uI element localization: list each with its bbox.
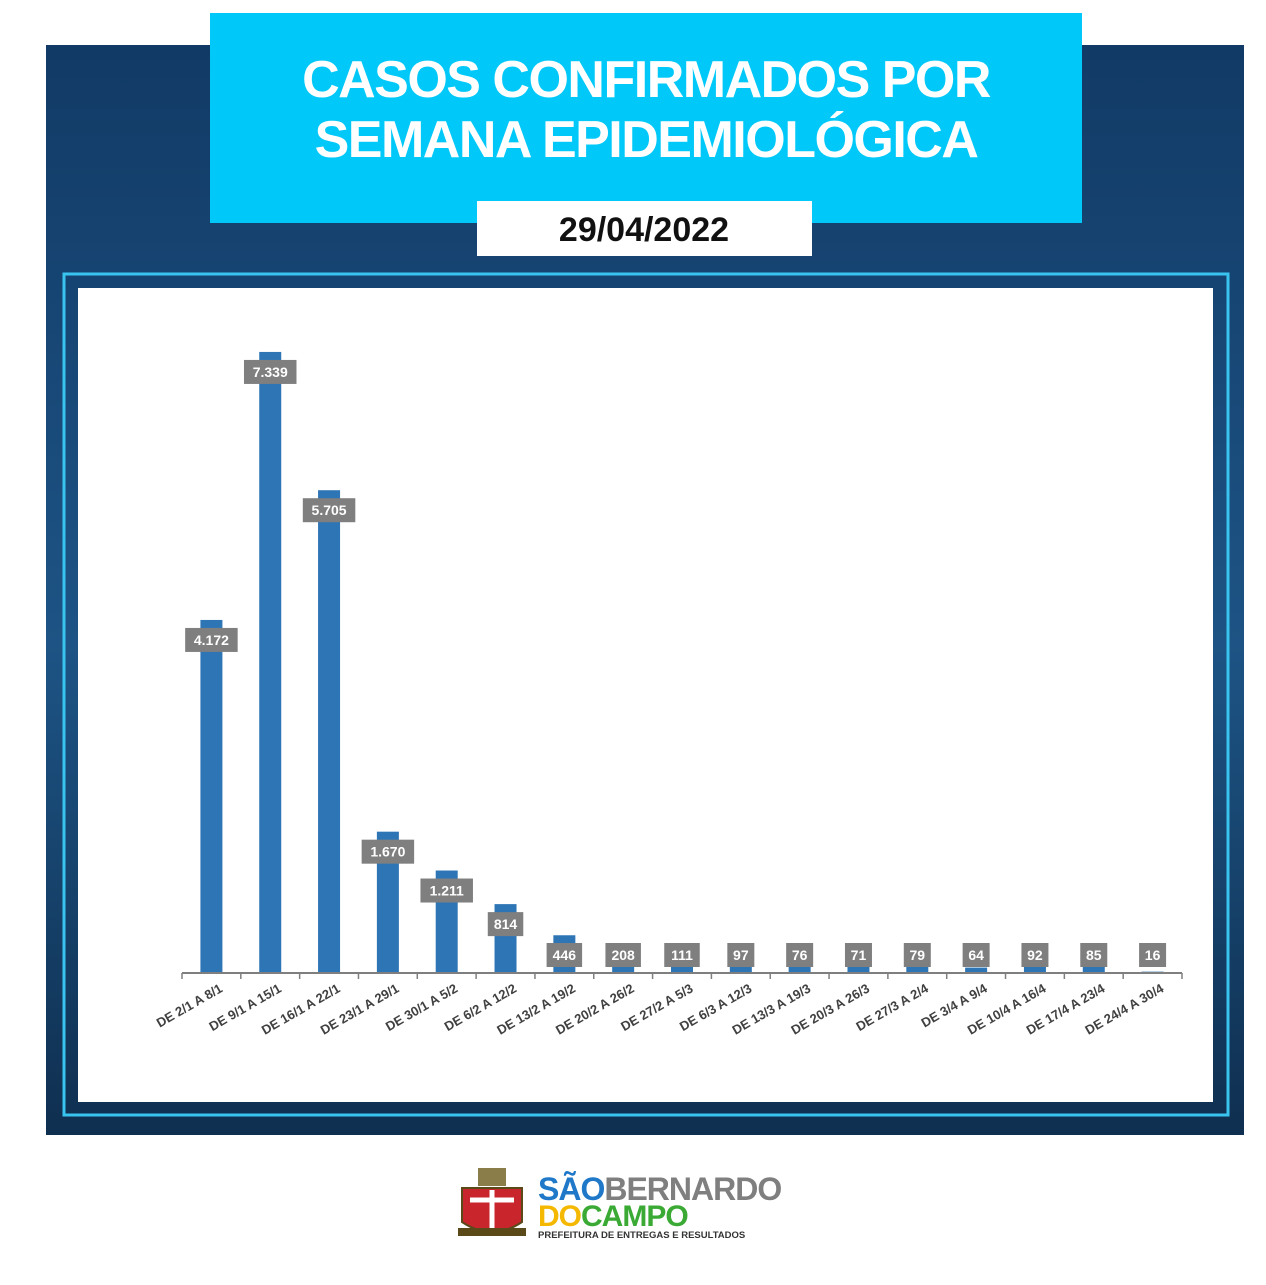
- bar: [1023, 965, 1046, 973]
- bar: [318, 490, 341, 973]
- bar: [671, 963, 693, 973]
- value-label-box: [1080, 943, 1108, 967]
- value-label-box: [487, 912, 524, 937]
- value-label: 814: [494, 916, 518, 932]
- title-box: [210, 13, 1082, 223]
- value-label: 7.339: [253, 364, 288, 380]
- value-label-box: [844, 943, 872, 967]
- bar: [906, 966, 929, 973]
- value-label-box: [962, 943, 990, 967]
- value-label: 71: [851, 947, 867, 963]
- value-label-box: [605, 943, 641, 967]
- value-label: 208: [611, 947, 635, 963]
- value-label: 5.705: [312, 502, 347, 518]
- frame: [62, 272, 1230, 1117]
- date-box: [477, 201, 812, 256]
- value-label-box: [243, 359, 297, 384]
- logo-crown: [478, 1168, 506, 1186]
- value-label: 85: [1086, 947, 1102, 963]
- value-label-box: [1021, 943, 1049, 967]
- logo-text: DOCAMPO: [538, 1200, 688, 1233]
- bar: [1082, 965, 1105, 973]
- logo-ribbon: [458, 1228, 526, 1236]
- value-label: 79: [910, 947, 926, 963]
- value-label-box: [185, 627, 238, 652]
- bar: [965, 967, 988, 973]
- value-label-box: [420, 878, 473, 903]
- value-label-box: [361, 839, 415, 864]
- logo-part: CAMPO: [581, 1200, 688, 1233]
- logo-text: SÃOBERNARDO: [538, 1171, 781, 1207]
- value-label: 4.172: [194, 632, 229, 648]
- logo-part: BERNARDO: [604, 1171, 781, 1207]
- value-label: 111: [671, 947, 693, 963]
- bar: [376, 831, 399, 973]
- value-label: 97: [733, 947, 749, 963]
- plot-area: [78, 288, 1213, 1102]
- chart-title: CASOS CONFIRMADOS POR: [302, 51, 991, 109]
- value-label-box: [1139, 943, 1167, 967]
- value-label: 1.670: [370, 844, 405, 860]
- bar: [729, 964, 752, 973]
- value-label-box: [903, 943, 931, 967]
- value-label: 16: [1145, 947, 1161, 963]
- logo-cross: [470, 1190, 514, 1228]
- value-label-box: [786, 943, 814, 967]
- bar: [259, 351, 282, 973]
- bar: [788, 966, 811, 973]
- logo-tagline: PREFEITURA DE ENTREGAS E RESULTADOS: [538, 1230, 745, 1241]
- logo-part: SÃO: [538, 1171, 604, 1207]
- value-label: 446: [553, 947, 577, 963]
- logo: SÃOBERNARDO DOCAMPO PREFEITURA DE ENTREG…: [458, 1168, 782, 1241]
- value-label: 92: [1027, 947, 1043, 963]
- value-label-box: [727, 943, 755, 967]
- value-label: 1.211: [430, 883, 464, 899]
- chart-subtitle: 29/04/2022: [559, 211, 729, 249]
- logo-part: DO: [538, 1200, 582, 1233]
- value-label-box: [664, 943, 700, 967]
- value-label: 64: [968, 947, 984, 963]
- bar: [847, 966, 870, 973]
- value-label-box: [302, 498, 356, 523]
- value-label-box: [546, 943, 583, 967]
- bar: [200, 619, 223, 973]
- value-label: 76: [792, 947, 808, 963]
- chart-title: SEMANA EPIDEMIOLÓGICA: [315, 111, 979, 169]
